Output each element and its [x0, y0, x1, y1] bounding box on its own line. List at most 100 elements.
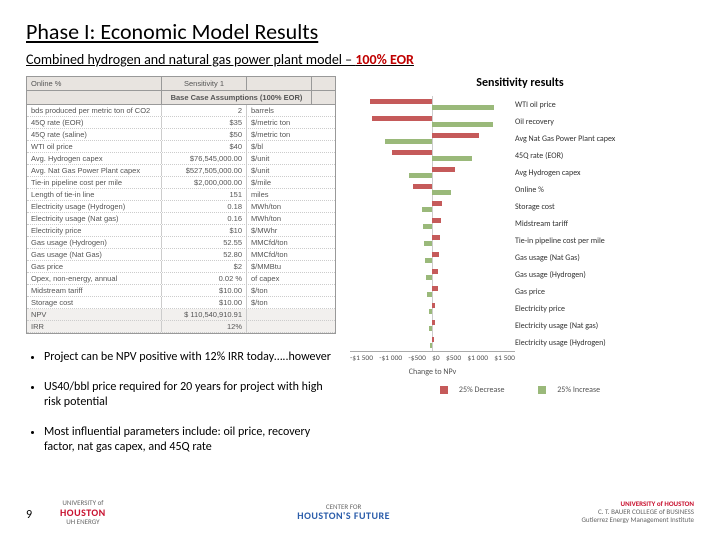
bar-row [350, 300, 515, 317]
chart-series-label: Midstream tariff [515, 215, 685, 232]
bar-dec [370, 99, 432, 104]
bar-dec [432, 252, 439, 257]
chart-series-label: 45Q rate (EOR) [515, 147, 685, 164]
x-axis-ticks: -$1 500-$1 000-$500$0$500$1 000$1 500 [350, 351, 515, 365]
bar-inc [432, 122, 493, 127]
bar-inc [429, 309, 432, 314]
bar-inc [427, 292, 433, 297]
bar-dec [392, 150, 432, 155]
bar-row [350, 130, 515, 147]
table-row: 45Q rate (saline)$50$/metric ton [27, 129, 335, 141]
logo-chf: CENTER FOR HOUSTON'S FUTURE [297, 503, 390, 522]
hdr-c1: Online % [27, 77, 162, 90]
bar-inc [409, 173, 432, 178]
left-column: Online % Sensitivity 1 Base Case Assumpt… [26, 76, 336, 470]
bar-row [350, 283, 515, 300]
chart-series-label: Electricity price [515, 300, 685, 317]
bar-row [350, 96, 515, 113]
bar-row [350, 164, 515, 181]
table-row: Avg. Hydrogen capex$76,545,000.00$/unit [27, 153, 335, 165]
bar-row [350, 232, 515, 249]
slide: Phase I: Economic Model Results Combined… [0, 0, 720, 540]
chart-legend: 25% Decrease 25% Increase [350, 385, 690, 395]
bar-dec [432, 303, 435, 308]
sub-c2: Base Case Assumptions (100% EOR) [162, 91, 312, 104]
table-row: IRR12% [27, 321, 335, 333]
bar-inc [429, 326, 432, 331]
bar-inc [424, 241, 432, 246]
bar-inc [432, 105, 494, 110]
chart-series-label: Gas price [515, 283, 685, 300]
table-row: Storage cost$10.00$/ton [27, 297, 335, 309]
chart-series-label: Avg Hydrogen capex [515, 164, 685, 181]
bar-dec [432, 269, 438, 274]
chart-series-label: Electricity usage (Hydrogen) [515, 334, 685, 351]
bar-row [350, 334, 515, 351]
chart-series-label: Avg Nat Gas Power Plant capex [515, 130, 685, 147]
table-row: bds produced per metric ton of CO22barre… [27, 105, 335, 117]
table-row: Electricity usage (Nat gas)0.16MWh/ton [27, 213, 335, 225]
table-row: NPV$ 110,540,910.91 [27, 309, 335, 321]
table-row: Avg. Nat Gas Power Plant capex$527,505,0… [27, 165, 335, 177]
bar-row [350, 249, 515, 266]
bar-inc [426, 275, 432, 280]
chart-series-label: Electricity usage (Nat gas) [515, 317, 685, 334]
chart-body: WTI oil priceOil recoveryAvg Nat Gas Pow… [350, 96, 690, 351]
bullet-list: Project can be NPV positive with 12% IRR… [26, 350, 336, 456]
logo-bauer: UNIVERSITY of HOUSTON C. T. BAUER COLLEG… [582, 500, 694, 523]
hdr-c3 [247, 77, 312, 90]
bar-inc [423, 224, 432, 229]
table-row: Tie-in pipeline cost per mile$2,000,000.… [27, 177, 335, 189]
bar-dec [413, 184, 432, 189]
bar-dec [432, 320, 435, 325]
bar-dec [432, 218, 441, 223]
table-row: Gas price$2$/MMBtu [27, 261, 335, 273]
assumptions-table: Online % Sensitivity 1 Base Case Assumpt… [26, 76, 336, 334]
chart-series-label: Oil recovery [515, 113, 685, 130]
table-row: 45Q rate (EOR)$35$/metric ton [27, 117, 335, 129]
chart-series-label: Storage cost [515, 198, 685, 215]
hdr-c2: Sensitivity 1 [162, 77, 247, 90]
bar-dec [432, 133, 479, 138]
bar-row [350, 215, 515, 232]
chart-series-label: Tie-in pipeline cost per mile [515, 232, 685, 249]
bar-inc [425, 258, 432, 263]
footer-logos: UNIVERSITY of HOUSTON UH ENERGY CENTER F… [60, 494, 694, 530]
sensitivity-chart: Sensitivity results WTI oil priceOil rec… [350, 76, 690, 395]
x-axis-label: Change to NPv [350, 367, 515, 377]
bar-row [350, 147, 515, 164]
table-row: Opex, non-energy, annual0.02 %of capex [27, 273, 335, 285]
page-title: Phase I: Economic Model Results [26, 18, 694, 45]
bar-row [350, 317, 515, 334]
chart-bars [350, 96, 515, 351]
bar-dec [372, 116, 433, 121]
chart-series-label: Online % [515, 181, 685, 198]
bar-dec [432, 337, 434, 342]
legend-increase: 25% Increase [530, 385, 608, 395]
table-subheader: Base Case Assumptions (100% EOR) [27, 91, 335, 105]
bar-inc [432, 190, 451, 195]
bar-dec [432, 201, 442, 206]
page-number: 9 [26, 508, 32, 522]
logo-uh: UNIVERSITY of HOUSTON UH ENERGY [60, 499, 106, 525]
right-column: Sensitivity results WTI oil priceOil rec… [350, 76, 690, 470]
bar-dec [432, 286, 438, 291]
table-row: Midstream tariff$10.00$/ton [27, 285, 335, 297]
chart-labels: WTI oil priceOil recoveryAvg Nat Gas Pow… [515, 96, 685, 351]
bar-row [350, 266, 515, 283]
chart-series-label: WTI oil price [515, 96, 685, 113]
chart-series-label: Gas usage (Nat Gas) [515, 249, 685, 266]
bar-inc [422, 207, 432, 212]
sub-c1 [27, 91, 162, 104]
table-row: Electricity price$10$/MWhr [27, 225, 335, 237]
legend-decrease: 25% Decrease [432, 385, 513, 395]
table-row: Length of tie-in line151miles [27, 189, 335, 201]
bar-dec [432, 167, 455, 172]
subtitle-text: Combined hydrogen and natural gas power … [26, 51, 355, 68]
bar-dec [432, 235, 440, 240]
subtitle-highlight: 100% EOR [355, 51, 414, 68]
bullet-1: Project can be NPV positive with 12% IRR… [44, 350, 336, 366]
subtitle: Combined hydrogen and natural gas power … [26, 51, 694, 68]
table-row: Gas usage (Nat Gas)52.80MMCfd/ton [27, 249, 335, 261]
table-row: Gas usage (Hydrogen)52.55MMCfd/ton [27, 237, 335, 249]
